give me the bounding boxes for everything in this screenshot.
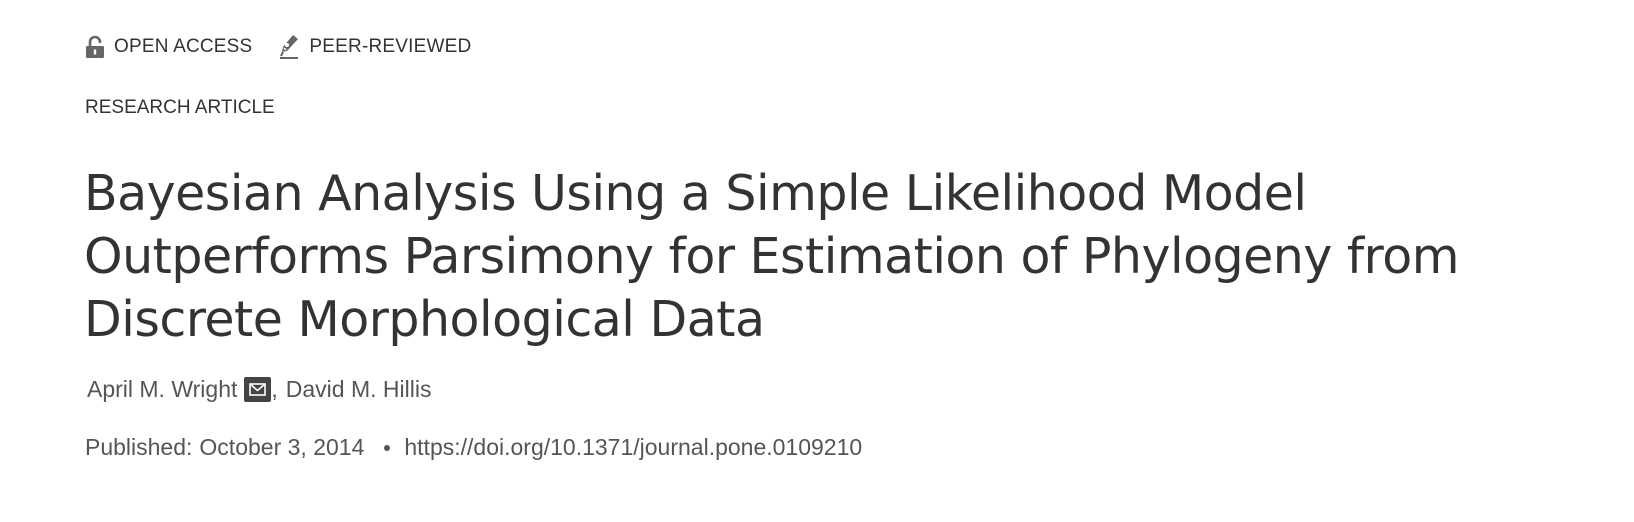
article-type-label: RESEARCH ARTICLE — [85, 97, 275, 118]
author-link[interactable]: April M. Wright — [87, 376, 238, 402]
article-badges: OPEN ACCESS PEER-REVIEWED — [85, 34, 497, 60]
email-icon[interactable] — [244, 377, 272, 402]
peer-reviewed-pen-icon — [278, 34, 300, 60]
author-separator: , — [271, 376, 278, 402]
open-access-badge: OPEN ACCESS — [85, 35, 252, 59]
peer-reviewed-badge: PEER-REVIEWED — [278, 34, 471, 60]
title-line: Discrete Morphological Data — [84, 291, 765, 348]
author-list: April M. Wright , David M. Hillis — [87, 376, 431, 403]
author-link[interactable]: David M. Hillis — [285, 376, 432, 402]
published-date: October 3, 2014 — [199, 434, 365, 460]
open-access-label: OPEN ACCESS — [114, 36, 253, 57]
article-title: Bayesian Analysis Using a Simple Likelih… — [84, 162, 1544, 351]
doi-link[interactable]: https://doi.org/10.1371/journal.pone.010… — [404, 434, 863, 460]
peer-reviewed-label: PEER-REVIEWED — [309, 36, 472, 57]
title-line: Bayesian Analysis Using a Simple Likelih… — [84, 165, 1307, 222]
bullet-separator — [384, 444, 391, 451]
published-label: Published: — [85, 434, 193, 460]
title-line: Outperforms Parsimony for Estimation of … — [84, 228, 1459, 285]
open-lock-icon — [85, 35, 105, 59]
publication-info: Published: October 3, 2014 https://doi.o… — [85, 434, 862, 461]
